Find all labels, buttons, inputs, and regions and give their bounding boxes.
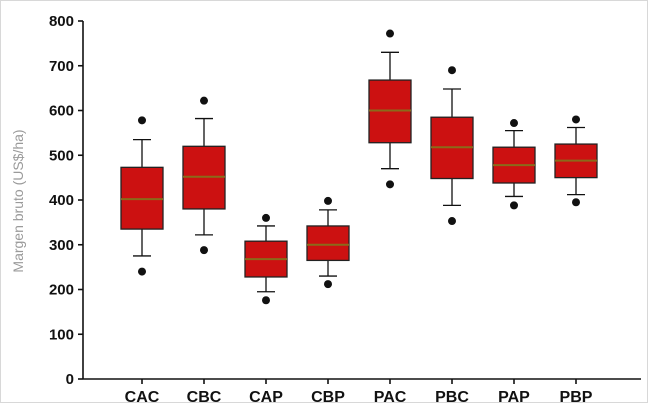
outlier-point [324, 196, 332, 205]
outlier-point [448, 217, 456, 226]
box-group-cap [244, 213, 288, 305]
outlier-point [510, 119, 518, 128]
box-group-cac [120, 116, 164, 276]
box-group-pbc [430, 66, 474, 226]
outlier-point [138, 116, 146, 125]
y-tick-label: 100 [49, 326, 74, 343]
outlier-point [262, 213, 270, 222]
x-tick-label: CAP [249, 389, 283, 404]
outlier-point [324, 280, 332, 289]
boxes [120, 29, 598, 305]
box-group-cbc [182, 96, 226, 255]
axes [82, 21, 641, 380]
y-tick-label: 600 [49, 103, 74, 120]
outlier-point [386, 29, 394, 38]
x-tick-labels: CAC CBC CAP CBP PAC PBC PAP PBP [125, 379, 593, 404]
y-axis-title: Margen bruto (US$/ha) [10, 129, 26, 272]
outlier-point [448, 66, 456, 75]
outlier-point [572, 115, 580, 124]
y-tick-label: 200 [49, 282, 74, 299]
x-tick-label: PBP [560, 389, 593, 404]
x-tick-label: CBP [311, 389, 345, 404]
outlier-point [262, 296, 270, 305]
outlier-point [200, 246, 208, 255]
outlier-point [386, 180, 394, 189]
outlier-point [510, 201, 518, 210]
y-tick-label: 700 [49, 58, 74, 75]
x-tick-label: PAC [374, 389, 407, 404]
box-group-pac [368, 29, 412, 189]
y-tick-label: 0 [66, 371, 74, 388]
box-group-pap [492, 119, 536, 210]
box-group-pbp [554, 115, 598, 207]
y-tick-label: 800 [49, 13, 74, 30]
iqr-box [306, 225, 350, 262]
y-tick-label: 300 [49, 237, 74, 254]
outlier-point [138, 267, 146, 276]
y-tick-label: 400 [49, 192, 74, 209]
x-tick-label: CAC [125, 389, 160, 404]
y-ticks: 0 100 200 300 400 500 600 700 800 [49, 13, 83, 388]
x-tick-label: CBC [187, 389, 222, 404]
outlier-point [572, 198, 580, 207]
x-tick-label: PAP [498, 389, 530, 404]
outlier-point [200, 96, 208, 105]
x-tick-label: PBC [435, 389, 469, 404]
box-group-cbp [306, 196, 350, 289]
y-tick-label: 500 [49, 147, 74, 164]
